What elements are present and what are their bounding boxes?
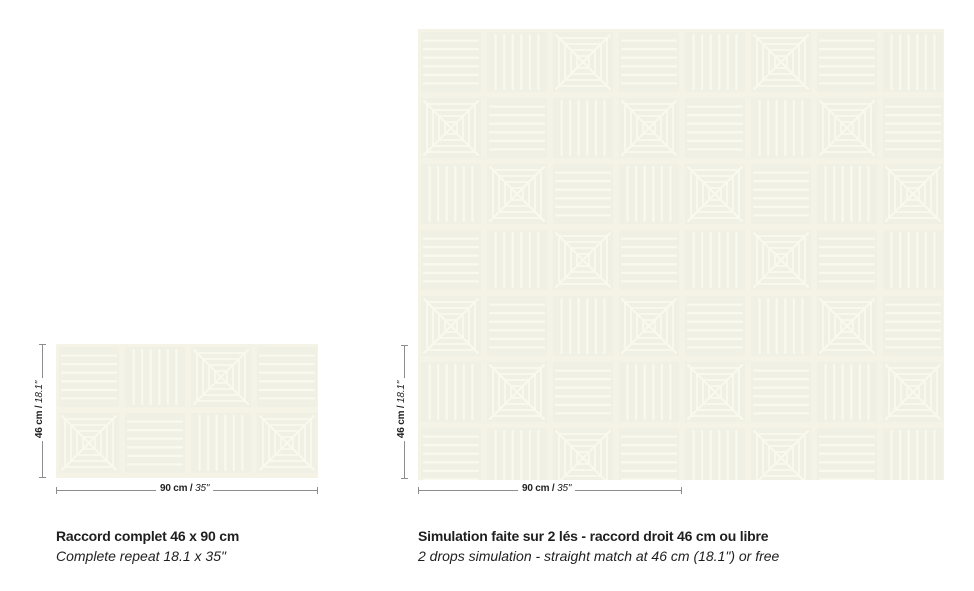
wallpaper-pattern bbox=[418, 29, 944, 480]
wallpaper-pattern bbox=[56, 344, 318, 478]
caption-english: Complete repeat 18.1 x 35" bbox=[56, 548, 226, 564]
caption-french: Raccord complet 46 x 90 cm bbox=[56, 528, 240, 544]
repeat-swatch bbox=[56, 344, 318, 478]
height-dimension-label: 46 cm / 18.1" bbox=[34, 377, 46, 442]
simulation-caption: Simulation faite sur 2 lés - raccord dro… bbox=[418, 526, 779, 566]
width-dimension-label: 90 cm / 35" bbox=[156, 483, 214, 494]
height-dimension-label: 46 cm / 18.1" bbox=[396, 377, 408, 442]
repeat-caption: Raccord complet 46 x 90 cm Complete repe… bbox=[56, 526, 239, 566]
caption-english: 2 drops simulation - straight match at 4… bbox=[418, 548, 780, 564]
caption-french: Simulation faite sur 2 lés - raccord dro… bbox=[418, 528, 769, 544]
width-dimension-label: 90 cm / 35" bbox=[518, 483, 576, 494]
simulation-swatch bbox=[418, 29, 944, 480]
